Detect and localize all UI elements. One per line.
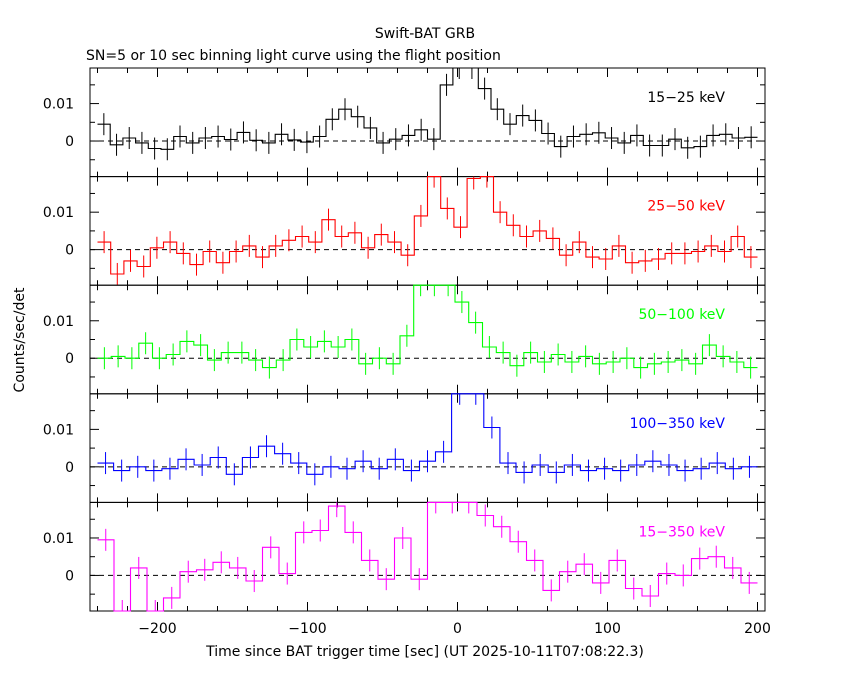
light-curve-series [97,501,758,612]
x-tick-label: 200 [744,621,771,637]
band-label: 15−25 keV [647,90,725,106]
band-label: 25−50 keV [647,199,725,215]
y-tick-label: 0.01 [43,422,74,438]
panel-frame [89,67,766,178]
band-label: 15−350 keV [638,524,725,540]
panel-frame [89,393,766,503]
panel-4: 0 0.01 100−350 keV [43,393,766,503]
y-tick-label: 0.01 [43,205,74,221]
y-tick-label: 0.01 [43,314,74,330]
y-tick-label: 0 [65,460,74,476]
chart-subtitle: SN=5 or 10 sec binning light curve using… [86,48,501,64]
light-curve-series [97,67,758,150]
y-tick-label: 0.01 [43,97,74,113]
band-label: 50−100 keV [638,307,725,323]
y-tick-label: 0.01 [43,531,74,547]
x-tick-label: 100 [594,621,621,637]
x-axis-label: Time since BAT trigger time [sec] (UT 20… [205,644,644,660]
panel-5: 0 0.01 15−350 keV [43,501,766,612]
y-tick-label: 0 [65,243,74,259]
panel-2: 0 0.01 25−50 keV [43,176,766,286]
chart-title: Swift-BAT GRB [375,26,475,42]
x-tick-label: −200 [138,621,176,637]
y-tick-label: 0 [65,568,74,584]
y-tick-label: 0 [65,351,74,367]
x-tick-label: −100 [288,621,326,637]
y-tick-label: 0 [65,134,74,150]
x-tick-label: 0 [453,621,462,637]
light-curve-series [97,393,758,475]
light-curve-series [97,284,758,369]
y-axis-label: Counts/sec/det [12,287,28,392]
light-curve-series [97,176,758,275]
panel-frame [89,284,766,395]
panel-3: 0 0.01 50−100 keV [43,284,766,395]
band-label: 100−350 keV [630,416,726,432]
panel-1: 0 0.01 15−25 keV [43,67,766,178]
